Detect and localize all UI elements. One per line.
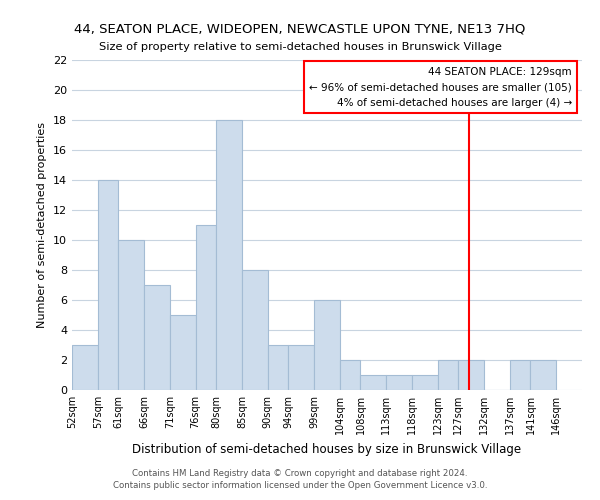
Bar (118, 240, 144, 390)
Bar (314, 300, 340, 390)
Text: 44, SEATON PLACE, WIDEOPEN, NEWCASTLE UPON TYNE, NE13 7HQ: 44, SEATON PLACE, WIDEOPEN, NEWCASTLE UP… (74, 22, 526, 36)
Bar (530, 360, 556, 390)
Bar (340, 360, 361, 390)
Bar (98, 180, 118, 390)
Text: Size of property relative to semi-detached houses in Brunswick Village: Size of property relative to semi-detach… (98, 42, 502, 52)
Bar (242, 270, 268, 390)
Bar (196, 225, 216, 390)
Bar (438, 360, 458, 390)
Bar (386, 375, 412, 390)
Bar (144, 285, 170, 390)
Bar (412, 375, 438, 390)
Bar (510, 360, 530, 390)
Bar (458, 360, 484, 390)
Bar (289, 345, 314, 390)
Bar (72, 345, 98, 390)
Text: Contains HM Land Registry data © Crown copyright and database right 2024.
Contai: Contains HM Land Registry data © Crown c… (113, 468, 487, 490)
Bar (361, 375, 386, 390)
Bar (216, 120, 242, 390)
Y-axis label: Number of semi-detached properties: Number of semi-detached properties (37, 122, 47, 328)
Text: 44 SEATON PLACE: 129sqm
← 96% of semi-detached houses are smaller (105)
4% of se: 44 SEATON PLACE: 129sqm ← 96% of semi-de… (309, 66, 572, 108)
X-axis label: Distribution of semi-detached houses by size in Brunswick Village: Distribution of semi-detached houses by … (133, 442, 521, 456)
Bar (170, 315, 196, 390)
Bar (268, 345, 289, 390)
